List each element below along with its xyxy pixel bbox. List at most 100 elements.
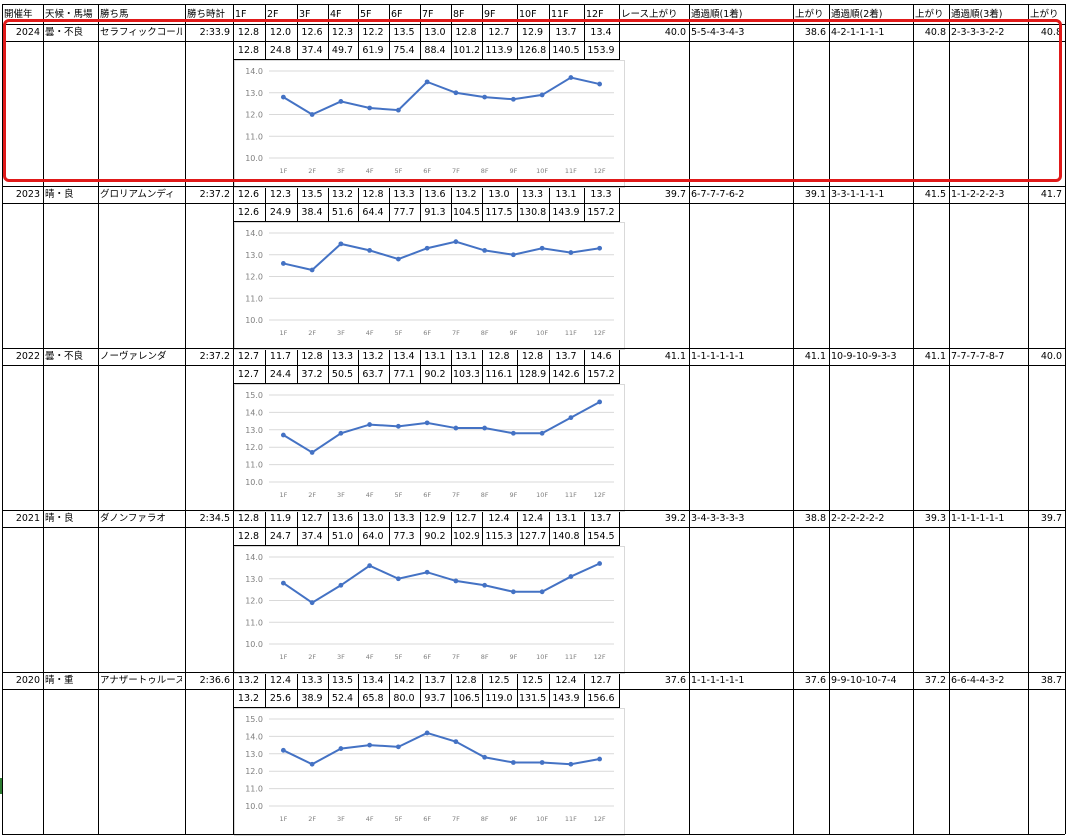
chart-data-point: [568, 415, 574, 421]
cumulative-time: 51.6: [331, 207, 354, 218]
chart-data-point: [568, 75, 574, 80]
chart-x-tick-label: 12F: [594, 491, 606, 499]
lap-time: 12.7: [455, 513, 477, 524]
lap-time: 13.3: [301, 675, 323, 686]
chart-y-tick-label: 10.0: [245, 316, 263, 325]
chart-y-tick-label: 12.0: [245, 597, 263, 606]
chart-x-tick-label: 12F: [594, 329, 606, 337]
chart-x-tick-label: 1F: [279, 815, 287, 823]
chart-x-tick-label: 11F: [565, 815, 577, 823]
chart-series-line: [282, 76, 600, 116]
lap-time-chart[interactable]: 15.0 14.0 13.0 12.0 11.0 10.0 1F 2F 3F 4F 5F 6F 7F 8F…: [234, 708, 625, 836]
row-border: [2, 41, 1065, 42]
chart-x-tick-label: 9F: [509, 167, 517, 175]
chart-data-point: [539, 92, 545, 98]
lap-time: 13.1: [424, 351, 446, 362]
chart-data-point: [309, 761, 315, 767]
chart-data-point: [539, 245, 545, 251]
race-weather: 晴・重: [45, 675, 74, 686]
lap-time: 13.1: [555, 189, 577, 200]
lap-time: 13.2: [331, 189, 354, 200]
passing-order-3rd: 1-1-1-1-1-1: [951, 513, 1005, 524]
chart-x-tick-label: 8F: [481, 653, 489, 661]
lap-time-chart[interactable]: 14.0 13.0 12.0 11.0 10.0 1F 2F 3F 4F 5F 6F 7F 8F 9F 10…: [234, 60, 625, 188]
cumulative-time: 64.0: [362, 531, 384, 542]
chart-data-point: [395, 107, 401, 113]
header-passing-2nd: 通過順(2着): [831, 9, 883, 20]
lap-time: 12.8: [237, 513, 260, 524]
cumulative-time: 153.9: [587, 45, 615, 56]
header-lap-2F: 2F: [267, 9, 279, 20]
passing-order-2nd: 9-9-10-10-7-4: [831, 675, 897, 686]
cumulative-time: 104.5: [453, 207, 479, 218]
chart-y-tick-label: 11.0: [245, 618, 263, 627]
lap-time: 12.6: [237, 189, 260, 200]
chart-y-tick-label: 14.0: [245, 408, 263, 417]
passing-order-1st: 1-1-1-1-1-1: [691, 675, 745, 686]
chart-x-tick-label: 10F: [536, 491, 548, 499]
chart-data-point: [568, 761, 574, 767]
chart-data-point: [597, 81, 603, 87]
lap-time: 12.9: [424, 513, 446, 524]
chart-data-point: [568, 574, 574, 579]
cumulative-time: 117.5: [485, 207, 513, 218]
last-3f-3rd: 41.7: [1040, 189, 1062, 200]
chart-data-point: [510, 760, 516, 765]
passing-order-2nd: 4-2-1-1-1-1: [831, 27, 885, 38]
lap-time: 13.3: [521, 189, 544, 200]
header-top-border: [2, 4, 1065, 5]
chart-data-point: [597, 399, 603, 405]
header-lap-1F: 1F: [235, 9, 247, 20]
chart-x-tick-label: 8F: [481, 329, 489, 337]
lap-time: 12.0: [269, 27, 292, 38]
lap-time: 12.8: [301, 351, 323, 362]
grid-line: [185, 4, 186, 834]
chart-x-tick-label: 1F: [279, 653, 287, 661]
lap-time: 13.2: [455, 189, 477, 200]
chart-y-tick-label: 13.0: [245, 575, 263, 584]
sheet-selection-marker: [0, 778, 2, 794]
header-lap-8F: 8F: [453, 9, 465, 20]
chart-data-point: [424, 245, 430, 251]
race-block-border: [2, 672, 1065, 673]
passing-order-2nd: 2-2-2-2-2-2: [831, 513, 885, 524]
cumulative-time: 154.5: [587, 531, 615, 542]
chart-x-tick-label: 12F: [594, 815, 606, 823]
chart-x-tick-label: 7F: [452, 491, 460, 499]
cumulative-time: 50.5: [331, 369, 354, 380]
cumulative-time: 37.4: [301, 531, 323, 542]
cumulative-time: 103.3: [453, 369, 479, 380]
last-3f-1st: 38.8: [804, 513, 826, 524]
header-year: 開催年: [4, 9, 33, 20]
header-lap-3F: 3F: [299, 9, 311, 20]
lap-time-chart[interactable]: 14.0 13.0 12.0 11.0 10.0 1F 2F 3F 4F 5F 6F 7F 8F 9F 10…: [234, 546, 625, 674]
header-winner: 勝ち馬: [100, 9, 129, 20]
row-border: [233, 707, 619, 708]
lap-time-chart[interactable]: 14.0 13.0 12.0 11.0 10.0 1F 2F 3F 4F 5F 6F 7F 8F 9F 10…: [234, 222, 625, 350]
grid-line: [1065, 4, 1066, 834]
chart-data-point: [338, 746, 344, 751]
lap-time: 13.5: [301, 189, 323, 200]
cumulative-time: 127.7: [519, 531, 546, 542]
lap-time-chart[interactable]: 15.0 14.0 13.0 12.0 11.0 10.0 1F 2F 3F 4F 5F 6F 7F 8F…: [234, 384, 625, 512]
last-3f-2nd: 37.2: [924, 675, 946, 686]
chart-data-point: [482, 94, 488, 100]
grid-line: [829, 4, 830, 834]
race-block-border: [2, 186, 1065, 187]
race-weather: 曇・不良: [45, 351, 84, 362]
cumulative-time: 49.7: [331, 45, 354, 56]
chart-data-point: [482, 248, 488, 253]
cumulative-time: 143.9: [552, 207, 580, 218]
cumulative-time: 24.7: [269, 531, 292, 542]
chart-x-tick-label: 1F: [279, 329, 287, 337]
lap-time: 12.4: [269, 675, 292, 686]
chart-x-tick-label: 1F: [279, 491, 287, 499]
chart-x-tick-label: 3F: [337, 167, 345, 175]
chart-data-point: [338, 582, 344, 588]
cumulative-time: 140.5: [552, 45, 580, 56]
race-weather: 晴・良: [45, 513, 74, 524]
chart-x-tick-label: 3F: [337, 491, 345, 499]
chart-series-line: [282, 731, 600, 766]
lap-time: 13.4: [393, 351, 415, 362]
